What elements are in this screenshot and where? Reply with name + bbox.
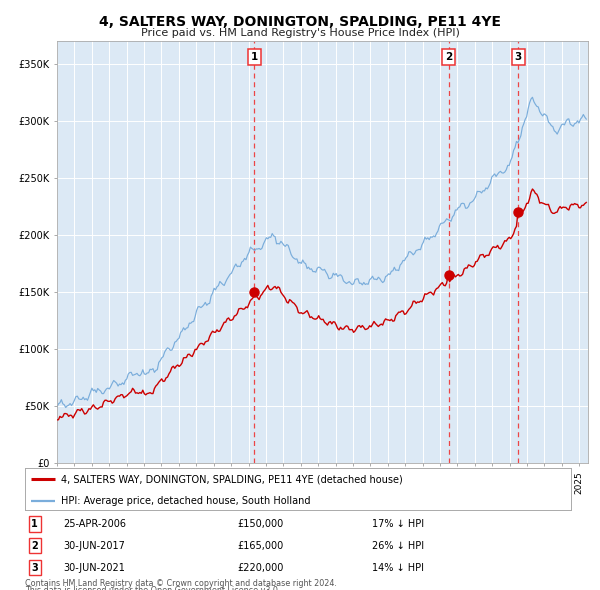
Text: 1: 1 (250, 53, 258, 63)
Text: 26% ↓ HPI: 26% ↓ HPI (372, 541, 424, 550)
Text: Contains HM Land Registry data © Crown copyright and database right 2024.: Contains HM Land Registry data © Crown c… (25, 579, 337, 588)
Text: 3: 3 (31, 563, 38, 572)
Text: 2: 2 (445, 53, 452, 63)
Text: 4, SALTERS WAY, DONINGTON, SPALDING, PE11 4YE (detached house): 4, SALTERS WAY, DONINGTON, SPALDING, PE1… (61, 474, 403, 484)
Text: 17% ↓ HPI: 17% ↓ HPI (372, 519, 424, 529)
Text: Price paid vs. HM Land Registry's House Price Index (HPI): Price paid vs. HM Land Registry's House … (140, 28, 460, 38)
Text: 2: 2 (31, 541, 38, 550)
Text: 1: 1 (31, 519, 38, 529)
Text: 25-APR-2006: 25-APR-2006 (63, 519, 126, 529)
Text: £165,000: £165,000 (237, 541, 283, 550)
Text: This data is licensed under the Open Government Licence v3.0.: This data is licensed under the Open Gov… (25, 586, 281, 590)
Text: HPI: Average price, detached house, South Holland: HPI: Average price, detached house, Sout… (61, 496, 310, 506)
Text: 14% ↓ HPI: 14% ↓ HPI (372, 563, 424, 572)
Text: £220,000: £220,000 (237, 563, 283, 572)
Text: 30-JUN-2017: 30-JUN-2017 (63, 541, 125, 550)
Text: 3: 3 (515, 53, 522, 63)
Text: 30-JUN-2021: 30-JUN-2021 (63, 563, 125, 572)
Text: 4, SALTERS WAY, DONINGTON, SPALDING, PE11 4YE: 4, SALTERS WAY, DONINGTON, SPALDING, PE1… (99, 15, 501, 29)
Text: £150,000: £150,000 (237, 519, 283, 529)
